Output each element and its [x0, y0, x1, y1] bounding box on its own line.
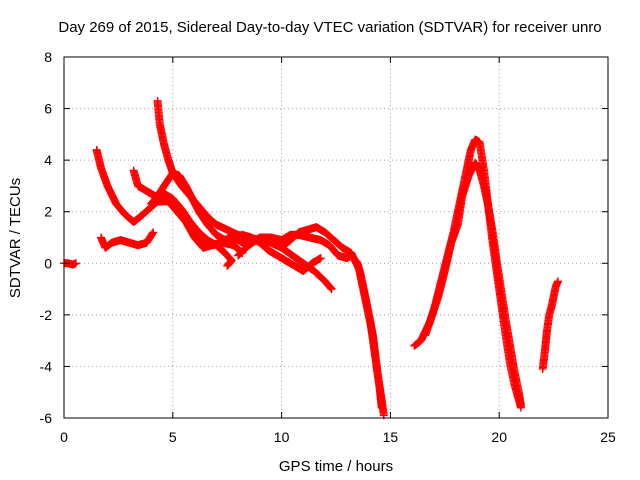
- data-point: [553, 277, 562, 286]
- x-tick-label: 25: [600, 429, 616, 445]
- data-point: [326, 283, 335, 292]
- plot-frame: [63, 56, 609, 419]
- series-arc-3: [96, 228, 158, 252]
- y-tick-label: 2: [44, 204, 52, 220]
- y-tick-label: 6: [44, 101, 52, 117]
- y-tick-label: -4: [40, 358, 53, 374]
- data-point: [71, 259, 80, 268]
- x-tick-label: 5: [169, 429, 177, 445]
- y-tick-label: -6: [40, 410, 53, 426]
- y-tick-label: 4: [44, 152, 52, 168]
- x-axis-label: GPS time / hours: [279, 458, 393, 475]
- data-point: [149, 228, 158, 237]
- series-arc-8: [234, 230, 386, 412]
- data-point: [326, 284, 335, 293]
- series-arc-9: [410, 158, 525, 410]
- series-arc-1: [60, 259, 80, 269]
- data-point: [516, 403, 525, 412]
- chart-title: Day 269 of 2015, Sidereal Day-to-day VTE…: [58, 19, 601, 36]
- axis-ticks: -6 -4 -2 0 2 4 6 8 0 5 10 15 20 25: [40, 49, 616, 445]
- data-point: [316, 254, 325, 263]
- x-tick-label: 15: [383, 429, 399, 445]
- y-tick-label: -2: [40, 307, 53, 323]
- data-point: [377, 403, 386, 412]
- y-tick-label: 8: [44, 49, 52, 65]
- data-marks: [60, 96, 562, 420]
- grid: [64, 57, 608, 418]
- data-point: [327, 285, 336, 294]
- x-tick-label: 10: [274, 429, 290, 445]
- y-tick-label: 0: [44, 255, 52, 271]
- x-tick-label: 0: [60, 429, 68, 445]
- data-point: [223, 261, 232, 270]
- series-arc-10: [421, 135, 525, 412]
- x-tick-label: 20: [491, 429, 507, 445]
- y-axis-label: SDTVAR / TECUs: [7, 178, 24, 298]
- series-arc-7: [155, 192, 388, 420]
- series-arc-11: [538, 277, 562, 374]
